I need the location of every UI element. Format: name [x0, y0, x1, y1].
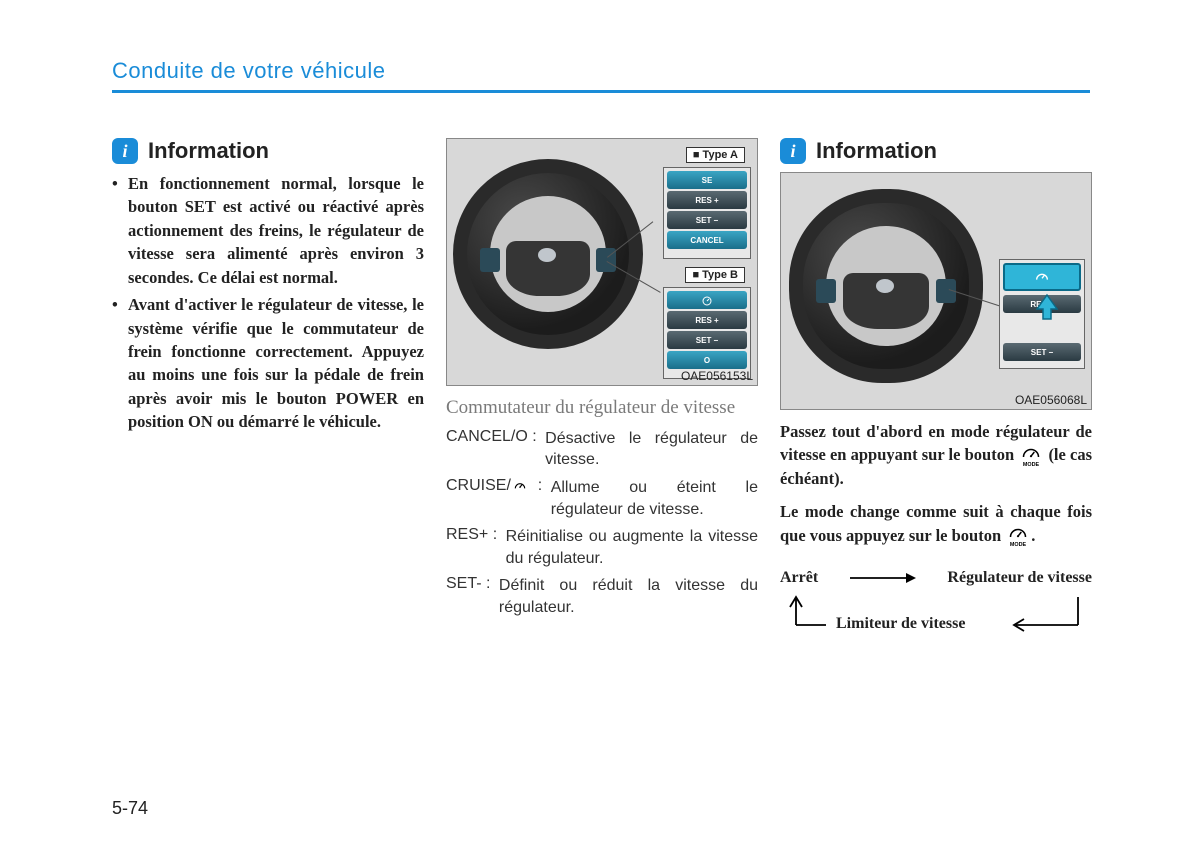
- callout-mode: RES + SET −: [999, 259, 1085, 369]
- def-desc: Réinitialise ou augmente la vitesse du r…: [506, 526, 758, 569]
- cancel-button-a: CANCEL: [667, 231, 747, 249]
- def-cancel: CANCEL/O : Désactive le régulateur de vi…: [446, 428, 758, 471]
- cycle-bottom-row: Limiteur de vitesse: [780, 591, 1092, 637]
- def-term: CANCEL/O :: [446, 428, 545, 446]
- o-button-b: O: [667, 351, 747, 369]
- cruise-button-b: [667, 291, 747, 309]
- spoke-buttons-left: [816, 279, 836, 303]
- steering-wheel-illustration: [453, 159, 643, 349]
- info-heading: i Information: [112, 138, 424, 164]
- bullet-item: En fonctionnement normal, lorsque le bou…: [112, 172, 424, 289]
- res-plus-button-a: RES +: [667, 191, 747, 209]
- info-icon: i: [112, 138, 138, 164]
- callout-type-b: RES + SET − O: [663, 287, 751, 379]
- cruise-button-a: SE: [667, 171, 747, 189]
- def-term: SET- :: [446, 575, 499, 593]
- def-desc: Désactive le régulateur de vitesse.: [545, 428, 758, 471]
- definitions-list: CANCEL/O : Désactive le régulateur de vi…: [446, 428, 758, 619]
- set-minus-button-a: SET −: [667, 211, 747, 229]
- def-desc: Définit ou réduit la vitesse du régulate…: [499, 575, 758, 618]
- columns: i Information En fonctionnement normal, …: [112, 138, 1092, 637]
- figure-code: OAE056068L: [1015, 393, 1087, 407]
- cruise-icon: [1034, 269, 1050, 285]
- def-term: CRUISE/ :: [446, 477, 551, 495]
- set-minus-button: SET −: [1003, 343, 1081, 361]
- def-res: RES+ : Réinitialise ou augmente la vites…: [446, 526, 758, 569]
- arrow-up-icon: [1035, 293, 1059, 321]
- res-plus-button-b: RES +: [667, 311, 747, 329]
- mode-icon: MODE: [1005, 527, 1031, 547]
- bullet-item: Avant d'activer le régulateur de vitesse…: [112, 293, 424, 434]
- mode-button-highlighted: [1003, 263, 1081, 291]
- set-minus-button-b: SET −: [667, 331, 747, 349]
- column-2: ■ Type A SE RES + SET − CANCEL ■ Type B …: [446, 138, 758, 637]
- def-term: RES+ :: [446, 526, 506, 544]
- spoke-buttons-left: [480, 248, 500, 272]
- page-header: Conduite de votre véhicule: [112, 58, 1092, 93]
- svg-text:MODE: MODE: [1023, 462, 1040, 467]
- info-heading: i Information: [780, 138, 1092, 164]
- figure-steering-wheel-types: ■ Type A SE RES + SET − CANCEL ■ Type B …: [446, 138, 758, 386]
- cycle-off: Arrêt: [780, 569, 818, 587]
- subheading: Commutateur du régulateur de vitesse: [446, 396, 758, 420]
- info-title: Information: [816, 138, 937, 164]
- paragraph: Le mode change comme suit à chaque fois …: [780, 500, 1092, 547]
- bullet-list: En fonctionnement normal, lorsque le bou…: [112, 172, 424, 434]
- mode-icon: MODE: [1018, 447, 1044, 467]
- cycle-top-row: Arrêt Régulateur de vitesse: [780, 569, 1092, 587]
- cycle-limiter: Limiteur de vitesse: [836, 615, 965, 633]
- para-text: Le mode change comme suit à chaque fois …: [780, 502, 1092, 544]
- def-desc: Allume ou éteint le régulateur de vitess…: [551, 477, 758, 520]
- header-rule: [112, 90, 1090, 93]
- para-text: .: [1031, 526, 1035, 545]
- arrow-right-icon: [848, 571, 918, 585]
- mode-cycle-diagram: Arrêt Régulateur de vitesse Limiteur de …: [780, 569, 1092, 637]
- page-number: 5-74: [112, 798, 148, 819]
- type-b-label: ■ Type B: [685, 267, 745, 283]
- cruise-icon: [701, 294, 713, 306]
- column-3: i Information RES + SET −: [780, 138, 1092, 637]
- callout-type-a: SE RES + SET − CANCEL: [663, 167, 751, 259]
- section-title: Conduite de votre véhicule: [112, 58, 1092, 84]
- figure-code: OAE056153L: [681, 369, 753, 383]
- info-icon: i: [780, 138, 806, 164]
- figure-steering-wheel-mode: RES + SET − OAE056068L: [780, 172, 1092, 410]
- column-1: i Information En fonctionnement normal, …: [112, 138, 424, 637]
- cycle-cruise: Régulateur de vitesse: [947, 569, 1092, 587]
- paragraph: Passez tout d'abord en mode régulateur d…: [780, 420, 1092, 490]
- def-cruise: CRUISE/ : Allume ou éteint le régulateur…: [446, 477, 758, 520]
- svg-text:MODE: MODE: [1010, 542, 1027, 547]
- steering-wheel-illustration: [789, 189, 983, 383]
- hyundai-logo-icon: [538, 248, 556, 262]
- info-title: Information: [148, 138, 269, 164]
- def-set: SET- : Définit ou réduit la vitesse du r…: [446, 575, 758, 618]
- type-a-label: ■ Type A: [686, 147, 745, 163]
- cruise-icon: [511, 479, 529, 493]
